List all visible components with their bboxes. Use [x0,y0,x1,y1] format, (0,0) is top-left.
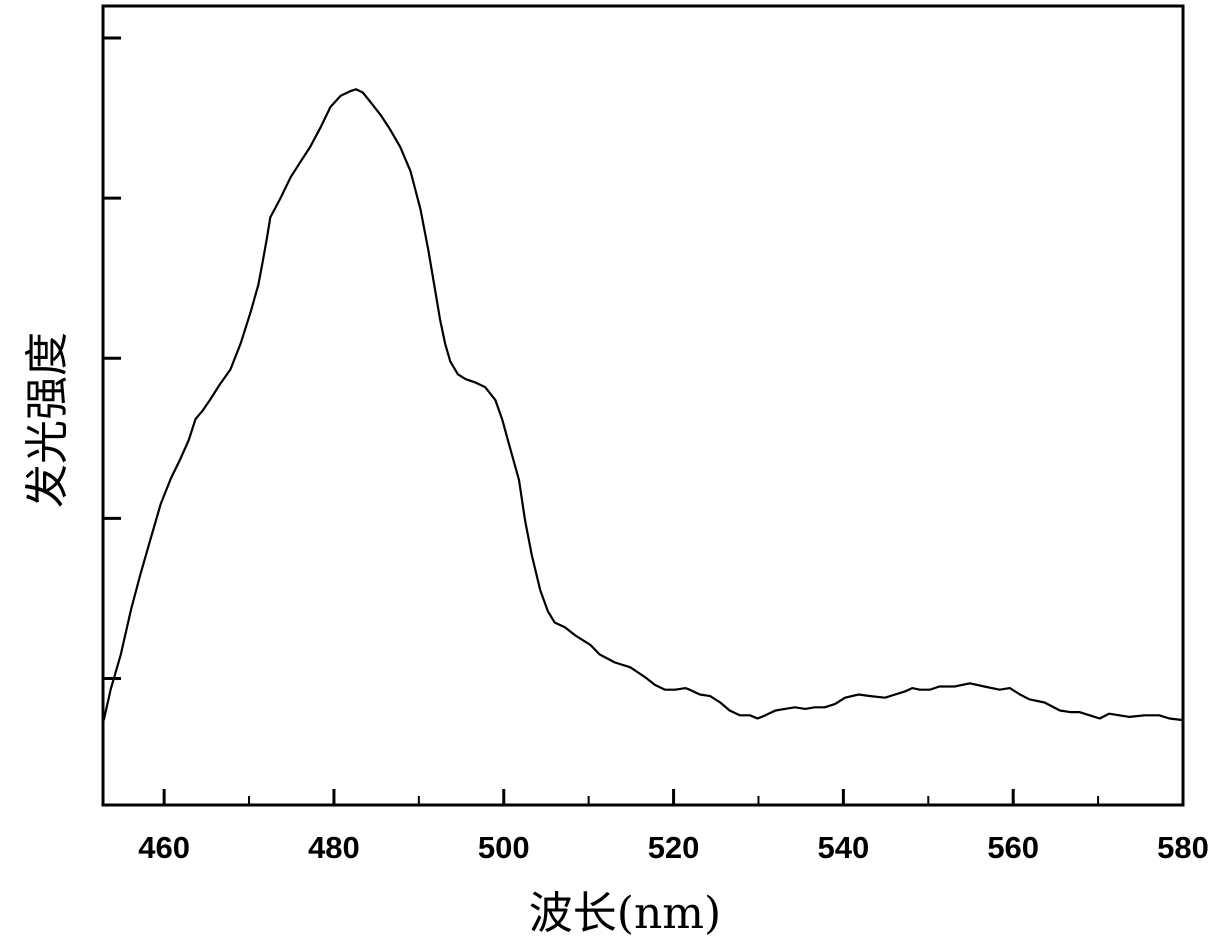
x-tick-label: 500 [478,830,530,865]
x-tick-labels: 460 480 500 520 540 560 580 [138,830,1209,865]
y-axis-title: 发光强度 [22,332,73,508]
x-tick-label: 580 [1157,830,1209,865]
spectrum-chart: 460 480 500 520 540 560 580 波长(nm) 发光强度 [0,0,1226,946]
x-tick-label: 560 [987,830,1039,865]
plot-frame [103,6,1183,805]
x-tick-label: 460 [138,830,190,865]
axis-ticks [103,38,1183,805]
x-axis-title: 波长(nm) [529,888,721,939]
spectrum-line [104,89,1183,720]
x-tick-label: 540 [818,830,870,865]
x-tick-label: 480 [308,830,360,865]
x-tick-label: 520 [648,830,700,865]
